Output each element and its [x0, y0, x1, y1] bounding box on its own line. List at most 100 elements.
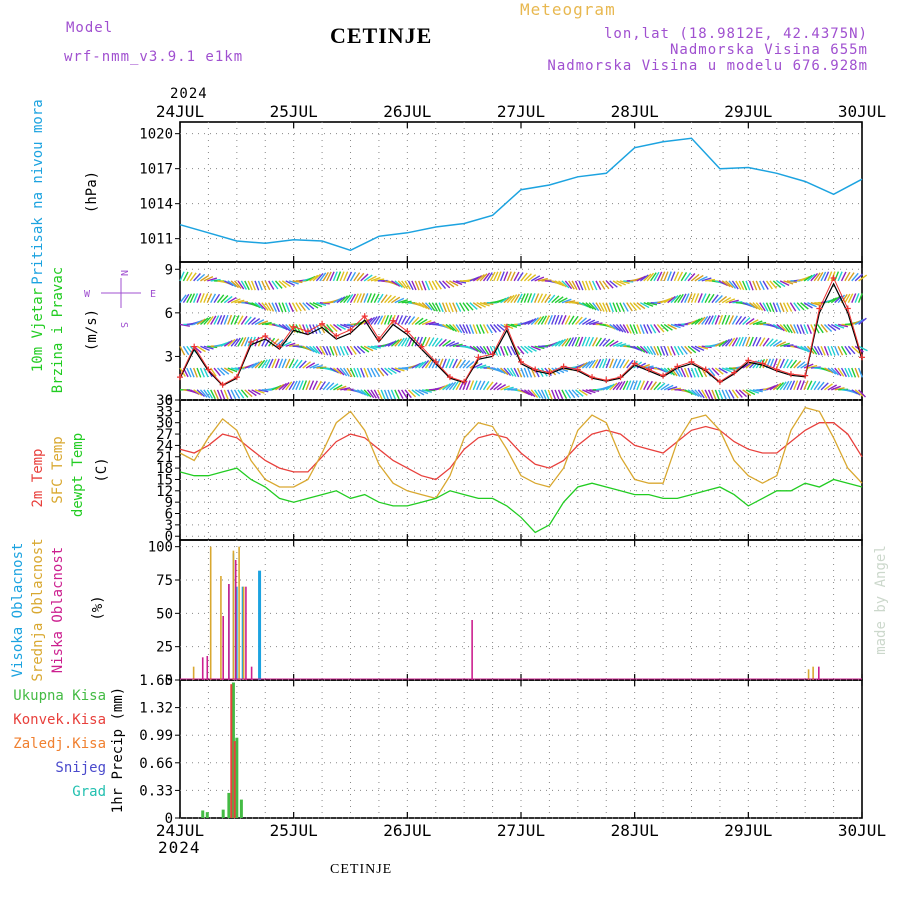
wind-barb	[186, 293, 193, 304]
wind-barb	[500, 296, 510, 304]
wind-barb	[687, 345, 697, 354]
y-tick-label: 1.65	[139, 673, 173, 689]
wind-barb	[203, 316, 212, 325]
wind-barb	[384, 294, 392, 304]
y-tick-label: 12	[156, 484, 173, 500]
wind-barb	[530, 275, 541, 282]
wind-barb	[711, 315, 717, 325]
wind-barb	[687, 273, 696, 282]
precip-bar	[227, 792, 231, 818]
wind-barb	[387, 389, 393, 400]
wind-barb	[684, 345, 693, 355]
y-tick-label: 0	[165, 393, 173, 409]
wind-barb	[346, 271, 353, 282]
wind-barb	[578, 389, 588, 396]
wind-barb	[663, 323, 673, 331]
wind-barb	[523, 367, 529, 378]
wind-barb	[612, 302, 618, 313]
wind-barb	[418, 302, 428, 309]
wind-barb	[247, 280, 253, 291]
wind-barb	[571, 336, 577, 347]
wind-barb	[264, 280, 271, 291]
wind-barb	[742, 389, 752, 397]
wind-barb	[520, 345, 529, 354]
wind-barb	[690, 367, 696, 378]
wind-barb	[585, 360, 594, 369]
y-tick-label: 9	[165, 262, 173, 278]
wind-barb	[619, 302, 625, 313]
wind-barb	[667, 323, 677, 330]
wind-barb	[748, 280, 754, 291]
wind-barb	[558, 297, 568, 304]
wind-barb	[288, 280, 299, 285]
wind-barb	[731, 389, 739, 399]
wind-barb	[472, 345, 482, 354]
wind-barb	[240, 315, 248, 325]
wind-barb	[680, 293, 687, 304]
wind-barb	[407, 280, 414, 291]
wind-gust-marker	[560, 363, 567, 370]
wind-barb	[547, 314, 553, 325]
wind-barb	[418, 389, 429, 395]
wind-barb	[316, 301, 327, 306]
wind-barb	[479, 302, 490, 307]
wind-barb	[544, 294, 552, 304]
wind-barb	[343, 294, 351, 304]
wind-barb	[602, 280, 610, 290]
wind-barb	[479, 365, 491, 369]
wind-barb	[472, 302, 482, 309]
wind-gust-marker	[631, 360, 638, 367]
wind-barb	[772, 340, 783, 347]
wind-barb	[363, 389, 372, 398]
wind-barb	[240, 336, 247, 347]
wind-barb	[462, 302, 470, 312]
wind-barb	[858, 389, 867, 398]
wind-barb	[728, 337, 736, 347]
wind-barb	[203, 389, 211, 399]
wind-barb	[643, 380, 649, 391]
wind-gust-marker	[418, 343, 425, 350]
precip-legend-1: Konvek.Kisa	[13, 712, 106, 728]
wind-barb	[691, 318, 701, 326]
wind-barb	[609, 340, 619, 347]
x-tick-label-top: 25JUL	[270, 102, 318, 121]
wind-barb	[499, 271, 505, 282]
wind-barb	[752, 302, 761, 311]
wind-barb	[254, 319, 265, 326]
wind-barb	[332, 345, 338, 356]
wind-barb	[192, 367, 198, 378]
wind-barb	[513, 293, 520, 304]
wind-barb	[834, 387, 845, 391]
x-tick-label-top: 24JUL	[156, 102, 204, 121]
wind-barb	[302, 361, 311, 369]
wind-gust-marker	[859, 354, 865, 361]
wind-barb	[274, 302, 281, 313]
wind-barb	[592, 322, 603, 326]
wind-barb	[803, 363, 814, 369]
x-tick-label-bottom: 29JUL	[724, 821, 772, 840]
wind-barb	[234, 299, 245, 304]
wind-barb	[653, 324, 661, 334]
wind-barb	[264, 358, 271, 369]
wind-barb	[200, 345, 210, 352]
wind-barb	[449, 342, 460, 347]
y-tick-label: 6	[165, 306, 173, 322]
wind-barb	[489, 271, 496, 282]
wind-barb	[380, 315, 387, 325]
wind-barb	[530, 293, 536, 303]
wind-barb	[288, 302, 294, 313]
wind-barb	[179, 345, 186, 356]
wind-barb	[558, 280, 567, 288]
wind-barb	[319, 272, 327, 282]
wind-barb	[588, 359, 596, 369]
wind-barb	[523, 293, 529, 303]
wind-barb	[404, 389, 412, 399]
wind-barb	[534, 389, 541, 399]
compass-w: W	[84, 289, 91, 300]
wind-barb	[360, 345, 370, 353]
wind-gust-marker	[446, 374, 453, 381]
x-tick-label-top: 29JUL	[724, 102, 772, 121]
wind-gust-marker	[603, 377, 610, 384]
wind-barb	[783, 344, 794, 347]
wind-barb	[431, 337, 439, 347]
